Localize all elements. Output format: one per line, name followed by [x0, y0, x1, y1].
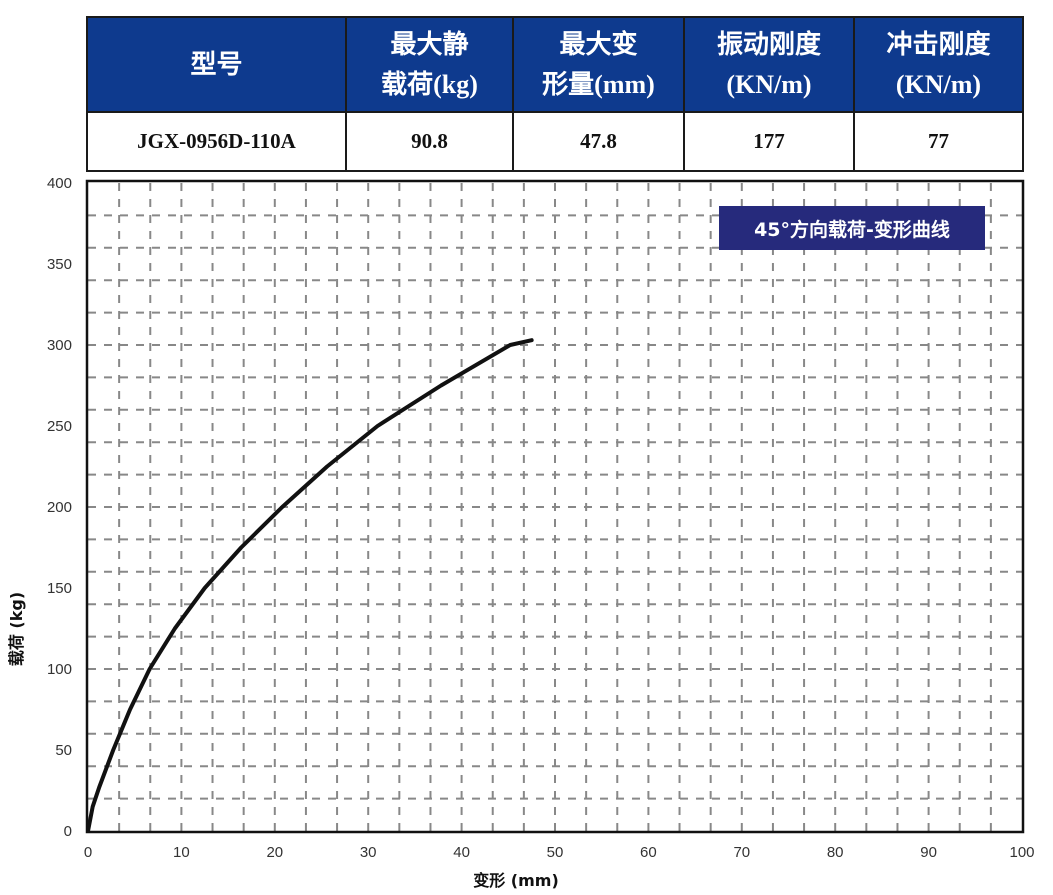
spec-data-row: JGX-0956D-110A 90.8 47.8 177 77: [86, 111, 1024, 172]
header-text: 冲击刚度: [886, 29, 991, 59]
x-tick-label: 50: [547, 844, 564, 861]
y-tick-label: 50: [55, 742, 72, 759]
x-axis-label: 变形 (mm): [473, 871, 559, 890]
cell-max-deformation: 47.8: [512, 111, 685, 172]
chart-title: 45°方向载荷-变形曲线: [754, 218, 950, 241]
x-tick-label: 100: [1009, 844, 1034, 861]
spec-table: 型号 最大静载荷(kg) 最大变形量(mm) 振动刚度 (KN/m) 冲击刚度 (K…: [86, 16, 1024, 172]
y-tick-label: 100: [47, 661, 72, 678]
y-tick-label: 250: [47, 418, 72, 435]
cell-model: JGX-0956D-110A: [86, 111, 347, 172]
y-tick-label: 150: [47, 580, 72, 597]
y-tick-label: 400: [47, 175, 72, 192]
header-text: 最大静: [390, 29, 469, 59]
header-text: (KN/m): [895, 69, 982, 99]
x-tick-label: 10: [173, 844, 190, 861]
header-text: 载荷(kg): [381, 69, 478, 99]
cell-max-static-load: 90.8: [345, 111, 514, 172]
cell-vibration-stiffness: 177: [683, 111, 855, 172]
x-tick-label: 70: [733, 844, 750, 861]
y-tick-label: 0: [64, 823, 72, 840]
series-line: [86, 338, 534, 833]
header-impact-stiffness: 冲击刚度 (KN/m): [853, 16, 1024, 113]
cell-impact-stiffness: 77: [853, 111, 1024, 172]
header-text: (KN/m): [726, 69, 812, 99]
tick-labels: 0 10 20 30 40 50 60 70 80 90 100 0 50 100 150 200 250 300…: [47, 175, 1035, 861]
header-vibration-stiffness: 振动刚度 (KN/m): [683, 16, 855, 113]
header-model: 型号: [86, 16, 347, 113]
y-axis-label: 载荷 (kg): [7, 592, 26, 666]
y-tick-label: 300: [47, 337, 72, 354]
x-tick-label: 30: [360, 844, 377, 861]
x-tick-label: 90: [920, 844, 937, 861]
header-text: 形量(mm): [542, 69, 655, 99]
header-max-static-load: 最大静载荷(kg): [345, 16, 514, 113]
x-tick-label: 20: [266, 844, 283, 861]
x-tick-label: 40: [453, 844, 470, 861]
header-text: 型号: [190, 49, 243, 79]
grid: [88, 183, 1022, 831]
spec-header-row: 型号 最大静载荷(kg) 最大变形量(mm) 振动刚度 (KN/m) 冲击刚度 (K…: [86, 16, 1024, 113]
header-text: 最大变: [559, 29, 638, 59]
header-text: 振动刚度: [716, 29, 821, 59]
x-tick-label: 60: [640, 844, 657, 861]
y-tick-label: 350: [47, 256, 72, 273]
y-tick-label: 200: [47, 499, 72, 516]
header-max-deformation: 最大变形量(mm): [512, 16, 685, 113]
x-tick-label: 0: [84, 844, 92, 861]
x-tick-label: 80: [827, 844, 844, 861]
chart-title-box: 45°方向载荷-变形曲线: [719, 206, 985, 250]
plot-frame: [85, 179, 1025, 834]
series-group: [86, 338, 534, 833]
